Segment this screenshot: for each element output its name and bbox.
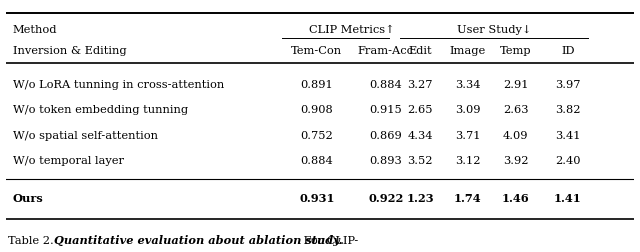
Text: 1.23: 1.23 xyxy=(406,193,434,204)
Text: Fram-Acc: Fram-Acc xyxy=(358,46,414,56)
Text: Method: Method xyxy=(13,25,57,35)
Text: 3.82: 3.82 xyxy=(555,105,580,115)
Text: W/o spatial self-attention: W/o spatial self-attention xyxy=(13,131,157,141)
Text: 0.752: 0.752 xyxy=(301,131,333,141)
Text: 0.891: 0.891 xyxy=(301,80,333,90)
Text: For CLIP-: For CLIP- xyxy=(300,236,358,246)
Text: 0.915: 0.915 xyxy=(369,105,402,115)
Text: 1.74: 1.74 xyxy=(454,193,481,204)
Text: Table 2.: Table 2. xyxy=(8,236,57,246)
Text: 3.52: 3.52 xyxy=(408,156,433,166)
Text: 3.09: 3.09 xyxy=(454,105,480,115)
Text: Ours: Ours xyxy=(13,193,44,204)
Text: 3.92: 3.92 xyxy=(503,156,529,166)
Text: ID: ID xyxy=(561,46,575,56)
Text: 2.65: 2.65 xyxy=(408,105,433,115)
Text: 4.34: 4.34 xyxy=(408,131,433,141)
Text: Quantitative evaluation about ablation study.: Quantitative evaluation about ablation s… xyxy=(54,235,342,246)
Text: 3.34: 3.34 xyxy=(454,80,480,90)
Text: 0.908: 0.908 xyxy=(301,105,333,115)
Text: Image: Image xyxy=(449,46,486,56)
Text: 2.91: 2.91 xyxy=(503,80,529,90)
Text: W/o LoRA tunning in cross-attention: W/o LoRA tunning in cross-attention xyxy=(13,80,224,90)
Text: 3.41: 3.41 xyxy=(555,131,580,141)
Text: 4.09: 4.09 xyxy=(503,131,529,141)
Text: Tem-Con: Tem-Con xyxy=(291,46,342,56)
Text: 0.922: 0.922 xyxy=(368,193,404,204)
Text: 0.893: 0.893 xyxy=(369,156,402,166)
Text: W/o token embedding tunning: W/o token embedding tunning xyxy=(13,105,188,115)
Text: 3.12: 3.12 xyxy=(454,156,480,166)
Text: 3.71: 3.71 xyxy=(454,131,480,141)
Text: Edit: Edit xyxy=(408,46,432,56)
Text: 3.97: 3.97 xyxy=(555,80,580,90)
Text: 2.40: 2.40 xyxy=(555,156,580,166)
Text: 3.27: 3.27 xyxy=(408,80,433,90)
Text: CLIP Metrics↑: CLIP Metrics↑ xyxy=(308,25,394,35)
Text: User Study↓: User Study↓ xyxy=(457,25,531,35)
Text: W/o temporal layer: W/o temporal layer xyxy=(13,156,124,166)
Text: Temp: Temp xyxy=(500,46,531,56)
Text: 0.931: 0.931 xyxy=(299,193,335,204)
Text: 1.41: 1.41 xyxy=(554,193,582,204)
Text: 0.884: 0.884 xyxy=(369,80,402,90)
Text: 0.869: 0.869 xyxy=(369,131,402,141)
Text: Inversion & Editing: Inversion & Editing xyxy=(13,46,126,56)
Text: 1.46: 1.46 xyxy=(502,193,529,204)
Text: 2.63: 2.63 xyxy=(503,105,529,115)
Text: 0.884: 0.884 xyxy=(301,156,333,166)
